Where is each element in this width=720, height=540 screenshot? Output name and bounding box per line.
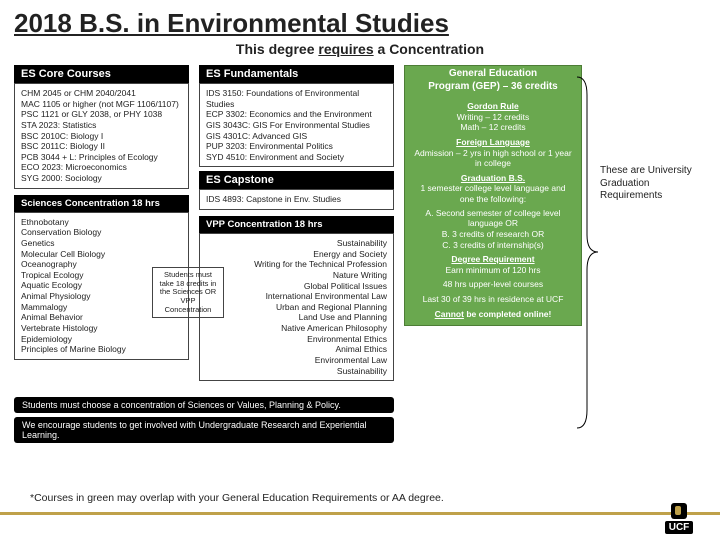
degree-slide: 2018 B.S. in Environmental Studies This … [0, 0, 720, 540]
deg-title: Degree Requirement [413, 254, 573, 265]
list-item: MAC 1105 or higher (not MGF 1106/1107) [21, 99, 182, 110]
strip-area: Students must choose a concentration of … [14, 395, 394, 443]
list-item: Genetics [21, 238, 182, 249]
list-item: BSC 2011C: Biology II [21, 141, 182, 152]
list-item: C. 3 credits of internship(s) [413, 240, 573, 251]
list-item: Native American Philosophy [206, 323, 387, 334]
es-core-list: CHM 2045 or CHM 2040/2041MAC 1105 or hig… [21, 88, 182, 184]
strip-concentration: Students must choose a concentration of … [14, 397, 394, 413]
deg-body: Earn minimum of 120 hrs [413, 265, 573, 276]
grad-body: 1 semester college level language and on… [413, 183, 573, 204]
subtitle: This degree requires a Concentration [14, 41, 706, 57]
list-item: GIS 3043C: GIS For Environmental Studies [206, 120, 387, 131]
list-item: Epidemiology [21, 334, 182, 345]
subtitle-pre: This degree [236, 41, 318, 57]
page-title: 2018 B.S. in Environmental Studies [14, 8, 706, 39]
es-fund-box: IDS 3150: Foundations of Environmental S… [199, 83, 394, 167]
gordon-body: Writing – 12 credits Math – 12 credits [413, 112, 573, 133]
gep-hdr-line2: Program (GEP) – 36 credits [405, 81, 581, 94]
es-core-header: ES Core Courses [14, 65, 189, 83]
list-item: PUP 3203: Environmental Politics [206, 141, 387, 152]
es-fund-header: ES Fundamentals [199, 65, 394, 83]
es-capstone-box: IDS 4893: Capstone in Env. Studies [199, 189, 394, 210]
gep-header: General Education Program (GEP) – 36 cre… [405, 66, 581, 95]
list-item: International Environmental Law [206, 291, 387, 302]
list-item: PCB 3044 + L: Principles of Ecology [21, 152, 182, 163]
column-2: ES Fundamentals IDS 3150: Foundations of… [199, 65, 394, 381]
list-item: PSC 1121 or GLY 2038, or PHY 1038 [21, 109, 182, 120]
column-3-gep: General Education Program (GEP) – 36 cre… [404, 65, 582, 326]
grad-title: Graduation B.S. [413, 173, 573, 184]
es-fund-list: IDS 3150: Foundations of Environmental S… [206, 88, 387, 162]
list-item: ECO 2023: Microeconomics [21, 162, 182, 173]
list-item: SYD 4510: Environment and Society [206, 152, 387, 163]
list-item: B. 3 credits of research OR [413, 229, 573, 240]
gep-hdr-line1: General Education [405, 68, 581, 81]
list-item: Sustainability [206, 238, 387, 249]
list-item: A. Second semester of college level lang… [413, 208, 573, 229]
capstone-item: IDS 4893: Capstone in Env. Studies [206, 194, 341, 204]
gep-box: General Education Program (GEP) – 36 cre… [404, 65, 582, 326]
upper-level: 48 hrs upper-level courses [413, 279, 573, 290]
degree-req-section: Degree Requirement Earn minimum of 120 h… [413, 254, 573, 275]
list-item: ECP 3302: Economics and the Environment [206, 109, 387, 120]
list-item: Conservation Biology [21, 227, 182, 238]
list-item: Land Use and Planning [206, 312, 387, 323]
list-item: SYG 2000: Sociology [21, 173, 182, 184]
list-item: Ethnobotany [21, 217, 182, 228]
footnote: *Courses in green may overlap with your … [30, 492, 444, 504]
sci-conc-header: Sciences Concentration 18 hrs [14, 195, 189, 212]
ucf-logo: UCF [658, 503, 700, 534]
grad-bs-section: Graduation B.S. 1 semester college level… [413, 173, 573, 250]
concentration-note: Students must take 18 credits in the Sci… [152, 267, 224, 318]
list-item: GIS 4301C: Advanced GIS [206, 131, 387, 142]
subtitle-post: a Concentration [374, 41, 484, 57]
es-capstone-header: ES Capstone [199, 171, 394, 189]
list-item: Global Political Issues [206, 281, 387, 292]
list-item: Environmental Law [206, 355, 387, 366]
vpp-conc-header: VPP Concentration 18 hrs [199, 216, 394, 233]
list-item: STA 2023: Statistics [21, 120, 182, 131]
online-cannot: Cannot [435, 309, 464, 319]
online-rest: be completed online! [464, 309, 551, 319]
vpp-conc-box: SustainabilityEnergy and SocietyWriting … [199, 233, 394, 381]
strip-research: We encourage students to get involved wi… [14, 417, 394, 443]
list-item: Molecular Cell Biology [21, 249, 182, 260]
list-item: Principles of Marine Biology [21, 344, 182, 355]
list-item: Urban and Regional Planning [206, 302, 387, 313]
pegasus-icon [671, 503, 687, 519]
gordon-rule-section: Gordon Rule Writing – 12 credits Math – … [413, 101, 573, 133]
online-warning: Cannot be completed online! [413, 309, 573, 320]
foreign-lang-section: Foreign Language Admission – 2 yrs in hi… [413, 137, 573, 169]
list-item: Animal Ethics [206, 344, 387, 355]
list-item: Environmental Ethics [206, 334, 387, 345]
es-core-box: CHM 2045 or CHM 2040/2041MAC 1105 or hig… [14, 83, 189, 189]
vpp-conc-list: SustainabilityEnergy and SocietyWriting … [206, 238, 387, 376]
list-item: Nature Writing [206, 270, 387, 281]
gordon-title: Gordon Rule [413, 101, 573, 112]
grad-list: A. Second semester of college level lang… [413, 208, 573, 251]
list-item: Writing for the Technical Profession [206, 259, 387, 270]
bracket-icon [575, 75, 600, 430]
lang-body: Admission – 2 yrs in high school or 1 ye… [413, 148, 573, 169]
list-item: Sustainability [206, 366, 387, 377]
ucf-text: UCF [665, 521, 694, 534]
list-item: IDS 3150: Foundations of Environmental S… [206, 88, 387, 109]
list-item: Vertebrate Histology [21, 323, 182, 334]
residence-req: Last 30 of 39 hrs in residence at UCF [413, 294, 573, 305]
lang-title: Foreign Language [413, 137, 573, 148]
list-item: CHM 2045 or CHM 2040/2041 [21, 88, 182, 99]
annotation-text: These are University Graduation Requirem… [600, 165, 710, 203]
subtitle-req: requires [318, 41, 373, 57]
list-item: Energy and Society [206, 249, 387, 260]
ucf-bar [0, 512, 720, 540]
list-item: BSC 2010C: Biology I [21, 131, 182, 142]
